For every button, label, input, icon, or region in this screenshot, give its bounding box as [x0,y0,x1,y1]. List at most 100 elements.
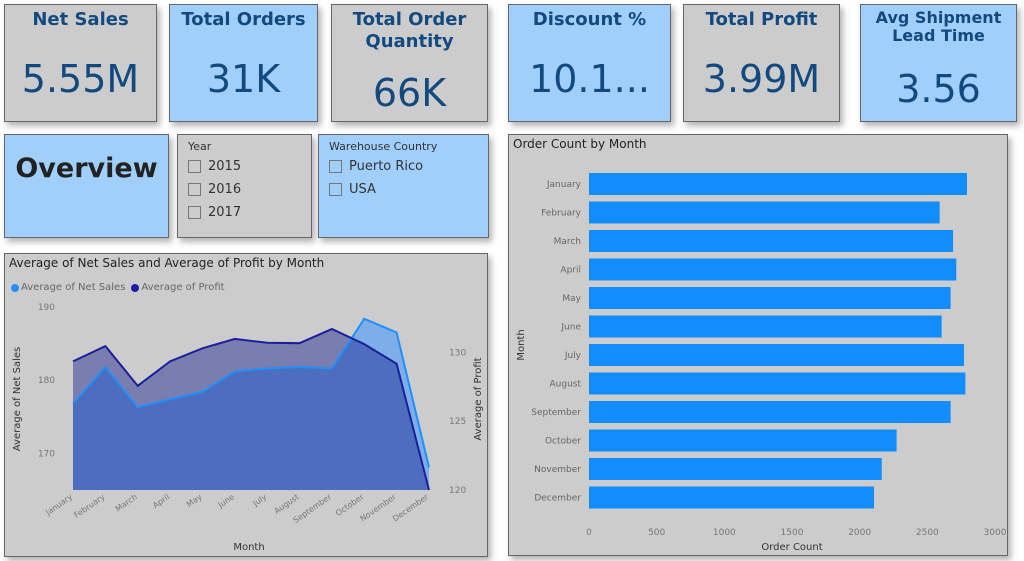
kpi-total-profit: Total Profit 3.99M [683,4,840,122]
y-tick-label: August [550,380,582,390]
page-title: Overview [15,153,158,184]
kpi-title: Net Sales [32,9,129,30]
bar-january [589,173,967,195]
x-tick-label: December [391,492,431,524]
y2-tick-label: 130 [449,348,466,358]
y2-tick-label: 125 [449,417,466,427]
x-tick-label: June [216,492,236,510]
x-tick-label: 3000 [984,528,1007,538]
bar-september [589,401,951,423]
legend-item-profit: Average of Profit [141,282,225,293]
x-tick-label: April [151,492,171,510]
kpi-value: 66K [372,71,447,115]
y-axis-title: Average of Net Sales [12,347,23,451]
y-tick-label: April [560,266,581,276]
bar-december [589,486,875,509]
y-axis-title: Month [516,329,527,360]
checkbox[interactable] [188,183,201,196]
country-option-usa[interactable]: USA [329,182,376,197]
kpi-title: Discount % [532,9,647,30]
bar-november [589,458,882,480]
kpi-title: Total Orders [181,9,306,30]
legend-dot-profit-icon [131,283,140,292]
kpi-total-order-quantity: Total Order Quantity 66K [331,4,488,122]
x-tick-label: 2500 [916,528,939,538]
checkbox[interactable] [329,160,342,173]
x-tick-label: August [273,492,301,515]
bar-april [589,258,957,281]
option-label: USA [349,182,376,197]
warehouse-country-slicer: Warehouse Country Puerto Rico USA [318,134,489,238]
slicer-title: Warehouse Country [329,140,438,153]
y-tick-label: December [534,494,581,504]
x-tick-label: January [43,492,74,517]
x-tick-label: 2000 [848,528,871,538]
kpi-value: 10.1... [529,57,650,101]
y-tick-label: October [545,437,581,447]
year-option-2016[interactable]: 2016 [188,182,241,197]
year-option-2017[interactable]: 2017 [188,205,241,220]
y2-axis-title: Average of Profit [473,357,484,440]
x-axis-title: Month [233,542,264,553]
y2-tick-label: 120 [449,486,466,496]
kpi-value: 3.99M [702,57,821,101]
kpi-discount: Discount % 10.1... [508,4,671,122]
country-option-puerto-rico[interactable]: Puerto Rico [329,159,423,174]
x-tick-label: July [251,492,269,508]
checkbox[interactable] [188,206,201,219]
x-axis-title: Order Count [761,542,822,553]
kpi-title: Total Order Quantity [352,9,467,52]
legend-item-sales: Average of Net Sales [21,282,126,293]
option-label: 2016 [208,182,242,197]
legend-dot-sales-icon [11,283,19,292]
bar-chart-panel: Order Count by Month January February Marc… [508,134,1008,556]
y-tick-label: May [562,294,581,304]
kpi-value: 5.55M [21,57,140,101]
overview-card: Overview [4,134,169,238]
y-tick-label: 170 [38,449,55,459]
y-tick-label: November [534,465,581,475]
x-tick-label: February [72,492,106,520]
option-label: Puerto Rico [349,159,424,174]
y-tick-label: February [541,209,582,219]
y-tick-label: January [546,180,582,190]
x-tick-label: 1500 [781,528,804,538]
profit-line [72,327,430,491]
x-tick-label: 1000 [713,528,736,538]
bar-chart: January February March April May June July Augu… [516,173,1007,553]
bar-august [589,372,966,395]
year-option-2015[interactable]: 2015 [188,159,241,174]
kpi-title: Total Profit [705,9,818,30]
bar-july [589,344,965,366]
bar-february [589,201,940,224]
y-tick-label: 190 [38,303,55,313]
x-tick-label: March [114,492,139,513]
kpi-net-sales: Net Sales 5.55M [4,4,157,122]
option-label: 2017 [208,205,242,220]
profit-area [73,329,429,490]
kpi-total-orders: Total Orders 31K [169,4,318,122]
chart-title: Average of Net Sales and Average of Prof… [9,256,325,270]
bar-october [589,429,897,452]
line-chart-panel: Average of Net Sales and Average of Prof… [4,253,488,557]
x-tick-label: May [185,492,204,509]
y-tick-label: September [531,408,581,418]
kpi-title: Avg Shipment Lead Time [875,8,1002,45]
year-slicer: Year 2015 2016 2017 [177,134,312,238]
bar-may [589,287,951,309]
y-tick-label: 180 [38,376,55,386]
kpi-value: 3.56 [896,67,981,111]
sales-area [73,318,429,490]
checkbox[interactable] [188,160,201,173]
bar-march [589,230,954,252]
slicer-title: Year [188,140,212,153]
y-tick-label: March [554,237,581,247]
y-tick-label: July [564,351,582,361]
checkbox[interactable] [329,183,342,196]
chart-title: Order Count by Month [513,137,647,151]
bar-june [589,315,942,338]
x-tick-label: 0 [586,528,592,538]
kpi-value: 31K [206,57,281,101]
sales-line [72,317,430,468]
